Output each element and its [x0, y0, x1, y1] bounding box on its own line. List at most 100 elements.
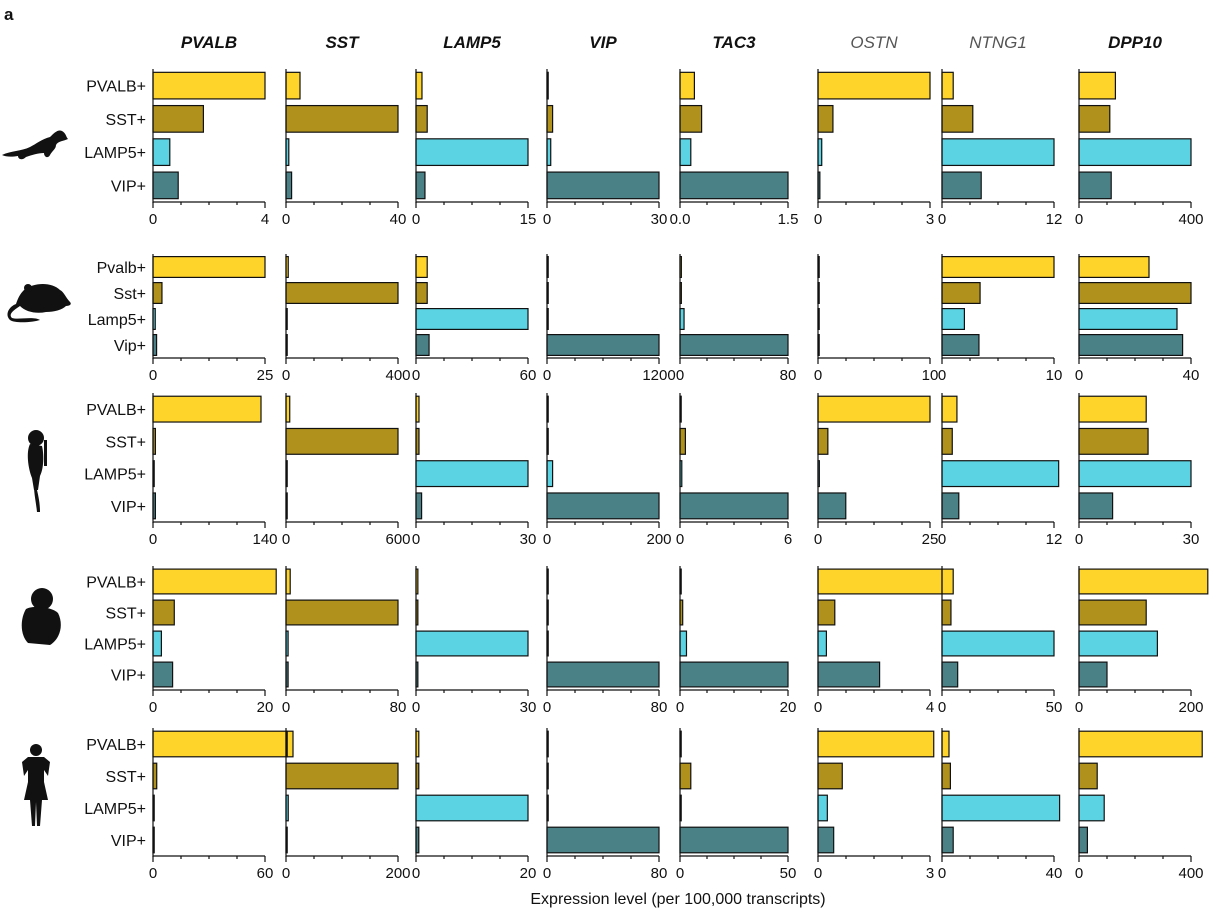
tick-label: 0: [543, 367, 551, 384]
panel-lamp5: 0 60: [412, 254, 537, 384]
bar: [546, 104, 554, 133]
tick-label: 0: [938, 531, 946, 548]
tick-label: 0: [676, 699, 684, 716]
tick-label: 0: [543, 531, 551, 548]
gene-header-dpp10: DPP10: [1108, 33, 1162, 52]
tick-label: 15: [520, 211, 537, 228]
bar: [941, 730, 950, 758]
tick-label: 25: [257, 367, 274, 384]
bar: [817, 492, 847, 520]
panel-pvalb: 0 25: [149, 254, 274, 384]
tick-label: 0: [676, 865, 684, 882]
tick-label: 50: [780, 865, 797, 882]
tick-label: 0: [149, 531, 157, 548]
panel-ostn: 0 25: [814, 393, 938, 548]
species-row-2: Pvalb+Sst+Lamp5+Vip+0 25 0 400 0 60 0 1200 0 80 0 1…: [88, 254, 1199, 384]
tick-label: 1200: [642, 367, 675, 384]
panel-pvalb: 0 60: [149, 728, 294, 882]
bar: [679, 138, 692, 167]
bar: [679, 334, 789, 357]
panel-lamp5: 0 30: [412, 566, 536, 716]
panel-tac3: 0 20: [676, 566, 796, 716]
tick-label: 0: [149, 367, 157, 384]
panel-vip: 0 30: [543, 69, 667, 228]
row-label: SST+: [106, 769, 146, 786]
row-label: Vip+: [114, 338, 146, 355]
bar: [941, 599, 952, 626]
bar: [546, 492, 660, 520]
tick-label: 50: [1046, 699, 1063, 716]
tick-label: 400: [1178, 865, 1203, 882]
row-label: VIP+: [111, 499, 146, 516]
bar: [941, 427, 953, 455]
bar: [679, 308, 685, 331]
tick-label: 0: [938, 865, 946, 882]
bar: [679, 630, 688, 657]
panel-ntng1: 0 40: [938, 728, 1062, 882]
bar: [817, 427, 829, 455]
gene-header-ntng1: NTNG1: [969, 33, 1027, 52]
bar: [941, 794, 1061, 822]
bar: [817, 630, 827, 657]
row-label: Sst+: [114, 286, 146, 303]
panel-dpp10: 0 30: [1075, 393, 1199, 548]
panel-ntng1: 0 50: [938, 566, 1063, 716]
tick-label: 0: [412, 367, 420, 384]
bar: [941, 138, 1055, 167]
panel-lamp5: 0 20: [412, 728, 536, 882]
bar: [415, 104, 428, 133]
bar: [415, 334, 430, 357]
tick-label: 0: [1075, 699, 1083, 716]
tick-label: 0: [282, 699, 290, 716]
bar: [415, 256, 428, 279]
tick-label: 0: [676, 531, 684, 548]
row-label: PVALB+: [86, 79, 146, 96]
panel-tac3: 0 50: [676, 728, 797, 882]
tick-label: 0: [149, 699, 157, 716]
panel-pvalb: 0 140: [149, 393, 278, 548]
row-label: PVALB+: [86, 402, 146, 419]
tick-label: 80: [390, 699, 407, 716]
bar: [152, 171, 179, 200]
panel-lamp5: 0 15: [412, 69, 537, 228]
bar: [1078, 599, 1147, 626]
bar: [285, 71, 301, 100]
row-label: SST+: [106, 606, 146, 623]
bar: [679, 71, 695, 100]
bar: [415, 282, 428, 305]
gene-headers: PVALB SST LAMP5 VIP TAC3 OSTN NTNG1 DPP10: [181, 33, 1163, 52]
species-row-3: PVALB+SST+LAMP5+VIP+0 140 0 600 0 30 0 200 0 6 0 25…: [84, 393, 1199, 548]
bar: [415, 308, 529, 331]
bar: [415, 492, 423, 520]
bar: [1078, 171, 1112, 200]
tick-label: 0: [938, 367, 946, 384]
tick-label: 0: [814, 211, 822, 228]
tick-label: 60: [520, 367, 537, 384]
species-icons: [2, 130, 71, 826]
tick-label: 3: [926, 865, 934, 882]
bar: [817, 104, 834, 133]
row-label: SST+: [106, 434, 146, 451]
bar: [679, 104, 703, 133]
panel-dpp10: 0 40: [1075, 254, 1199, 384]
row-label: Lamp5+: [88, 312, 146, 329]
bar: [285, 104, 399, 133]
tick-label: 80: [651, 865, 668, 882]
bar: [546, 826, 660, 854]
bar: [152, 630, 162, 657]
bar: [152, 568, 277, 595]
panel-vip: 0 1200: [543, 254, 676, 384]
panel-pvalb: 0 20: [149, 566, 277, 716]
tick-label: 4: [926, 699, 934, 716]
bar: [546, 460, 554, 488]
gene-header-tac3: TAC3: [712, 33, 756, 52]
bar: [817, 71, 931, 100]
bar: [1078, 794, 1105, 822]
x-axis-label: Expression level (per 100,000 transcript…: [530, 891, 825, 908]
row-label: PVALB+: [86, 737, 146, 754]
tick-label: 0: [149, 211, 157, 228]
